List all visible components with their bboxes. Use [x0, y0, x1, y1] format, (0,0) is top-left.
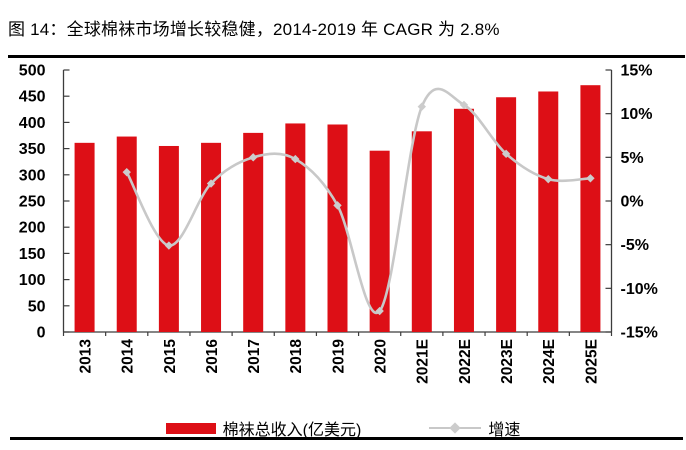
- x-axis-label-2023E: 2023E: [499, 339, 516, 384]
- bar-2017: [243, 132, 264, 332]
- bar-2020: [369, 150, 390, 332]
- left-axis-label: 250: [19, 194, 46, 211]
- bar-2019: [327, 124, 348, 332]
- bottom-rule: [10, 437, 683, 440]
- bar-2013: [74, 142, 95, 332]
- x-axis-label-2025E: 2025E: [583, 339, 600, 384]
- right-axis-label: 15%: [621, 63, 653, 80]
- line-sample-diamond-icon: [449, 422, 461, 434]
- x-axis-label-2024E: 2024E: [541, 339, 558, 384]
- legend-item-revenue: 棉袜总收入(亿美元): [165, 416, 362, 440]
- left-axis-label: 350: [19, 141, 46, 158]
- line-marker-2018: [291, 154, 300, 164]
- x-axis-label-2019: 2019: [330, 339, 347, 374]
- x-axis-label-2015: 2015: [162, 339, 179, 374]
- bar-series-swatch: [165, 422, 216, 434]
- bar-2024E: [538, 91, 559, 332]
- bar-2015: [158, 145, 179, 332]
- right-axis-label: 5%: [621, 150, 644, 167]
- x-axis-label-2017: 2017: [246, 339, 263, 373]
- growth-line: [125, 87, 592, 315]
- x-axis-label-2018: 2018: [288, 339, 305, 374]
- figure-title: 图 14：全球棉袜市场增长较稳健，2014-2019 年 CAGR 为 2.8%: [8, 20, 500, 39]
- left-axis-label: 100: [19, 272, 46, 289]
- line-marker-2024E: [544, 174, 553, 184]
- left-axis-label: 450: [19, 89, 46, 106]
- left-axis-label: 400: [19, 115, 46, 132]
- x-axis-label-2014: 2014: [120, 339, 137, 374]
- line-series-swatch: [429, 421, 482, 435]
- line-marker-2020: [375, 306, 384, 316]
- left-axis-label: 200: [19, 220, 46, 237]
- left-axis-label: 50: [28, 298, 46, 315]
- x-axis-label-2016: 2016: [204, 339, 221, 374]
- line-marker-2025E: [586, 174, 595, 183]
- bar-2016: [201, 142, 222, 332]
- line-marker-2022E: [459, 100, 469, 110]
- line-marker-2017: [248, 153, 258, 162]
- right-axis-label: -5%: [621, 237, 649, 254]
- legend-label-revenue: 棉袜总收入(亿美元): [222, 422, 362, 439]
- line-marker-2015: [164, 241, 174, 250]
- bar-2021E: [411, 131, 432, 332]
- x-axis-label-2021E: 2021E: [415, 339, 432, 384]
- left-axis-label: 150: [19, 246, 46, 263]
- left-axis-label: 300: [19, 167, 46, 184]
- right-axis-label: -10%: [621, 281, 658, 298]
- left-axis-label: 500: [19, 63, 46, 80]
- right-axis-label: 0%: [621, 194, 644, 211]
- line-marker-2019: [333, 201, 342, 210]
- line-marker-2023E: [501, 149, 511, 159]
- right-axis-label: -15%: [621, 325, 658, 342]
- bar-2025E: [580, 85, 601, 332]
- bar-2014: [116, 136, 137, 332]
- bar-2018: [285, 123, 306, 332]
- bar-2022E: [453, 108, 474, 332]
- bar-2023E: [496, 97, 517, 332]
- right-axis-label: 10%: [621, 106, 653, 123]
- x-axis-label-2013: 2013: [77, 339, 94, 374]
- line-marker-2016: [206, 179, 216, 188]
- legend-item-growth: 增速: [429, 416, 520, 440]
- title-divider-rule: [8, 55, 685, 58]
- chart-legend: 棉袜总收入(亿美元) 增速: [0, 417, 686, 439]
- line-marker-2021E: [417, 102, 427, 111]
- x-axis-label-2020: 2020: [373, 339, 390, 373]
- line-marker-2014: [122, 167, 131, 177]
- x-axis-label-2022E: 2022E: [457, 339, 474, 384]
- left-axis-label: 0: [37, 325, 46, 342]
- legend-label-growth: 增速: [488, 422, 521, 439]
